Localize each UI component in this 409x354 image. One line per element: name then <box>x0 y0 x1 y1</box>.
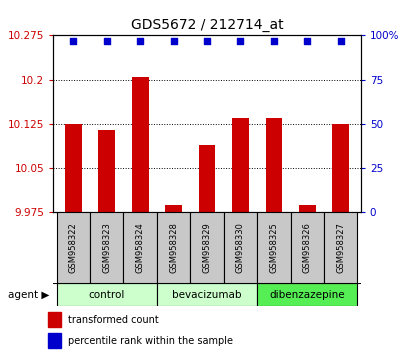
FancyBboxPatch shape <box>157 212 190 283</box>
Text: GSM958330: GSM958330 <box>236 222 244 273</box>
Bar <box>231 118 248 212</box>
FancyBboxPatch shape <box>290 212 323 283</box>
Point <box>237 38 243 44</box>
Text: agent ▶: agent ▶ <box>8 290 49 300</box>
FancyBboxPatch shape <box>323 212 357 283</box>
FancyBboxPatch shape <box>223 212 256 283</box>
Bar <box>165 205 182 212</box>
FancyBboxPatch shape <box>256 212 290 283</box>
Text: GSM958327: GSM958327 <box>335 222 344 273</box>
Bar <box>48 312 61 327</box>
Bar <box>48 333 61 348</box>
Text: GSM958324: GSM958324 <box>135 222 144 273</box>
Point <box>303 38 310 44</box>
Point <box>103 38 110 44</box>
FancyBboxPatch shape <box>256 283 357 306</box>
FancyBboxPatch shape <box>56 283 157 306</box>
Text: dibenzazepine: dibenzazepine <box>269 290 344 300</box>
Point <box>170 38 176 44</box>
Bar <box>332 124 348 212</box>
Text: percentile rank within the sample: percentile rank within the sample <box>67 336 232 346</box>
Bar <box>132 77 148 212</box>
Text: GSM958326: GSM958326 <box>302 222 311 273</box>
Text: GSM958325: GSM958325 <box>269 222 278 273</box>
Text: transformed count: transformed count <box>67 315 158 325</box>
FancyBboxPatch shape <box>56 212 90 283</box>
FancyBboxPatch shape <box>157 283 256 306</box>
Point <box>337 38 343 44</box>
Bar <box>265 118 281 212</box>
Point <box>270 38 276 44</box>
Text: bevacizumab: bevacizumab <box>172 290 241 300</box>
Bar <box>298 205 315 212</box>
FancyBboxPatch shape <box>190 212 223 283</box>
Bar <box>98 130 115 212</box>
Bar <box>65 124 81 212</box>
Text: GSM958322: GSM958322 <box>69 222 78 273</box>
Text: control: control <box>88 290 125 300</box>
Text: GSM958328: GSM958328 <box>169 222 178 273</box>
Text: GSM958329: GSM958329 <box>202 222 211 273</box>
Bar <box>198 144 215 212</box>
Point <box>203 38 210 44</box>
Title: GDS5672 / 212714_at: GDS5672 / 212714_at <box>130 18 283 32</box>
Text: GSM958323: GSM958323 <box>102 222 111 273</box>
Point <box>70 38 76 44</box>
FancyBboxPatch shape <box>123 212 157 283</box>
Point <box>137 38 143 44</box>
FancyBboxPatch shape <box>90 212 123 283</box>
